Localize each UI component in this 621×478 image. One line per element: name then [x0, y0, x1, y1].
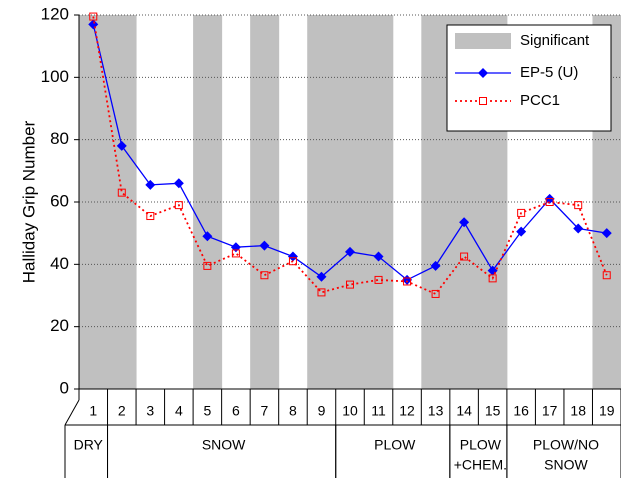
point	[601, 228, 612, 239]
point	[460, 252, 469, 261]
legend-label: Significant	[520, 32, 590, 49]
point	[146, 212, 155, 221]
point	[174, 201, 183, 210]
x-tick-label: 1	[89, 403, 97, 419]
x-tick-label: 15	[485, 403, 501, 419]
point	[403, 277, 412, 286]
x-tick-label: 13	[428, 403, 444, 419]
y-tick-label: 80	[50, 129, 69, 148]
point	[545, 198, 554, 206]
x-tick-label: 16	[513, 403, 529, 419]
point	[117, 188, 126, 197]
x-tick-label: 12	[399, 403, 415, 419]
y-tick-label: 120	[41, 4, 69, 23]
point	[602, 271, 611, 280]
point	[89, 12, 98, 21]
group-label: SNOW	[202, 437, 246, 453]
group-label: PLOW	[460, 437, 502, 453]
point	[488, 274, 497, 283]
point	[203, 261, 212, 270]
x-tick-label: 18	[570, 403, 586, 419]
legend-swatch	[455, 33, 511, 49]
legend-marker	[478, 68, 488, 78]
x-tick-label: 14	[456, 403, 472, 419]
point	[288, 257, 297, 266]
group-label: PLOW/NO	[533, 437, 599, 453]
point	[574, 201, 583, 210]
legend-label: EP-5 (U)	[520, 64, 578, 81]
x-tick-label: 7	[261, 403, 269, 419]
x-tick-label: 3	[146, 403, 154, 419]
point	[345, 246, 355, 257]
point	[516, 226, 527, 237]
legend-label: PCC1	[520, 92, 560, 109]
y-tick-label: 40	[50, 254, 69, 273]
x-tick-label: 5	[203, 403, 211, 419]
point	[116, 140, 127, 151]
point	[517, 208, 526, 217]
x-separator	[64, 399, 80, 426]
x-tick-label: 2	[118, 403, 126, 419]
x-tick-label: 17	[542, 403, 558, 419]
legend-marker	[479, 97, 487, 105]
significance-band	[107, 15, 137, 389]
y-axis-label: Halliday Grip Number	[19, 120, 38, 283]
y-tick-label: 60	[50, 191, 69, 210]
y-tick-label: 20	[50, 316, 69, 335]
x-tick-label: 8	[289, 403, 297, 419]
point	[287, 251, 298, 262]
point	[430, 260, 441, 271]
group-label: PLOW	[374, 437, 416, 453]
point	[202, 231, 213, 242]
group-label: +CHEM.	[454, 457, 507, 473]
point	[259, 240, 270, 251]
point	[173, 178, 184, 189]
point	[373, 251, 384, 262]
point	[145, 179, 156, 190]
point	[317, 288, 326, 297]
x-tick-label: 11	[371, 403, 386, 419]
point	[231, 249, 240, 258]
x-tick-label: 9	[318, 403, 326, 419]
x-tick-label: 19	[599, 403, 615, 419]
y-tick-label: 100	[41, 67, 69, 86]
point	[431, 289, 440, 298]
point	[459, 217, 470, 228]
y-tick-label: 0	[60, 378, 69, 397]
group-label: DRY	[74, 437, 104, 453]
point	[573, 223, 584, 234]
x-tick-label: 10	[342, 403, 358, 419]
group-label: SNOW	[544, 457, 588, 473]
point	[374, 275, 383, 284]
x-tick-label: 6	[232, 403, 240, 419]
point	[316, 271, 327, 282]
x-tick-label: 4	[175, 403, 183, 419]
series-line	[92, 16, 608, 296]
point	[346, 280, 354, 289]
point	[402, 274, 413, 285]
point	[260, 271, 269, 280]
